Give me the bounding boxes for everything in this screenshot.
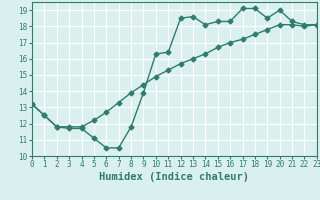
X-axis label: Humidex (Indice chaleur): Humidex (Indice chaleur) bbox=[100, 172, 249, 182]
